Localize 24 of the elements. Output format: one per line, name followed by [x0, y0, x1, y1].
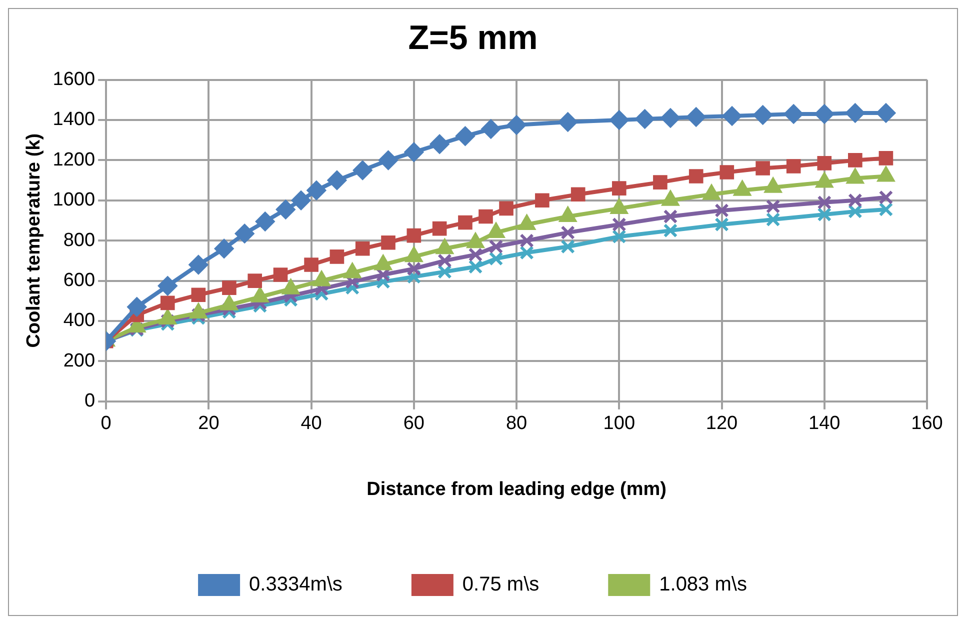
chart-title: Z=5 mm [408, 18, 538, 57]
x-tick-label: 100 [603, 413, 635, 434]
x-tick-label: 140 [808, 413, 840, 434]
y-tick-label: 0 [84, 390, 96, 412]
x-tick-label: 160 [911, 413, 943, 434]
y-tick-label: 1200 [52, 149, 96, 170]
y-tick-label: 600 [63, 270, 96, 292]
y-tick-label: 1000 [52, 190, 96, 211]
y-axis-title: Coolant temperature (k) [24, 133, 45, 348]
legend-label: 1.083 m\s [659, 574, 747, 596]
y-tick-label: 800 [63, 230, 96, 251]
legend-label: 0.3334m\s [249, 574, 342, 596]
x-tick-label: 0 [100, 413, 112, 434]
legend-label: 0.75 m\s [462, 574, 540, 596]
x-tick-label: 60 [403, 413, 424, 434]
x-axis-title: Distance from leading edge (mm) [366, 478, 666, 500]
y-tick-label: 200 [63, 350, 96, 372]
y-tick-label: 1600 [52, 69, 96, 90]
y-tick-label: 1400 [52, 109, 96, 130]
x-tick-label: 120 [706, 413, 738, 434]
x-tick-label: 20 [198, 413, 220, 434]
x-tick-label: 40 [300, 413, 322, 434]
y-tick-label: 400 [63, 310, 96, 332]
x-tick-label: 80 [506, 413, 528, 434]
